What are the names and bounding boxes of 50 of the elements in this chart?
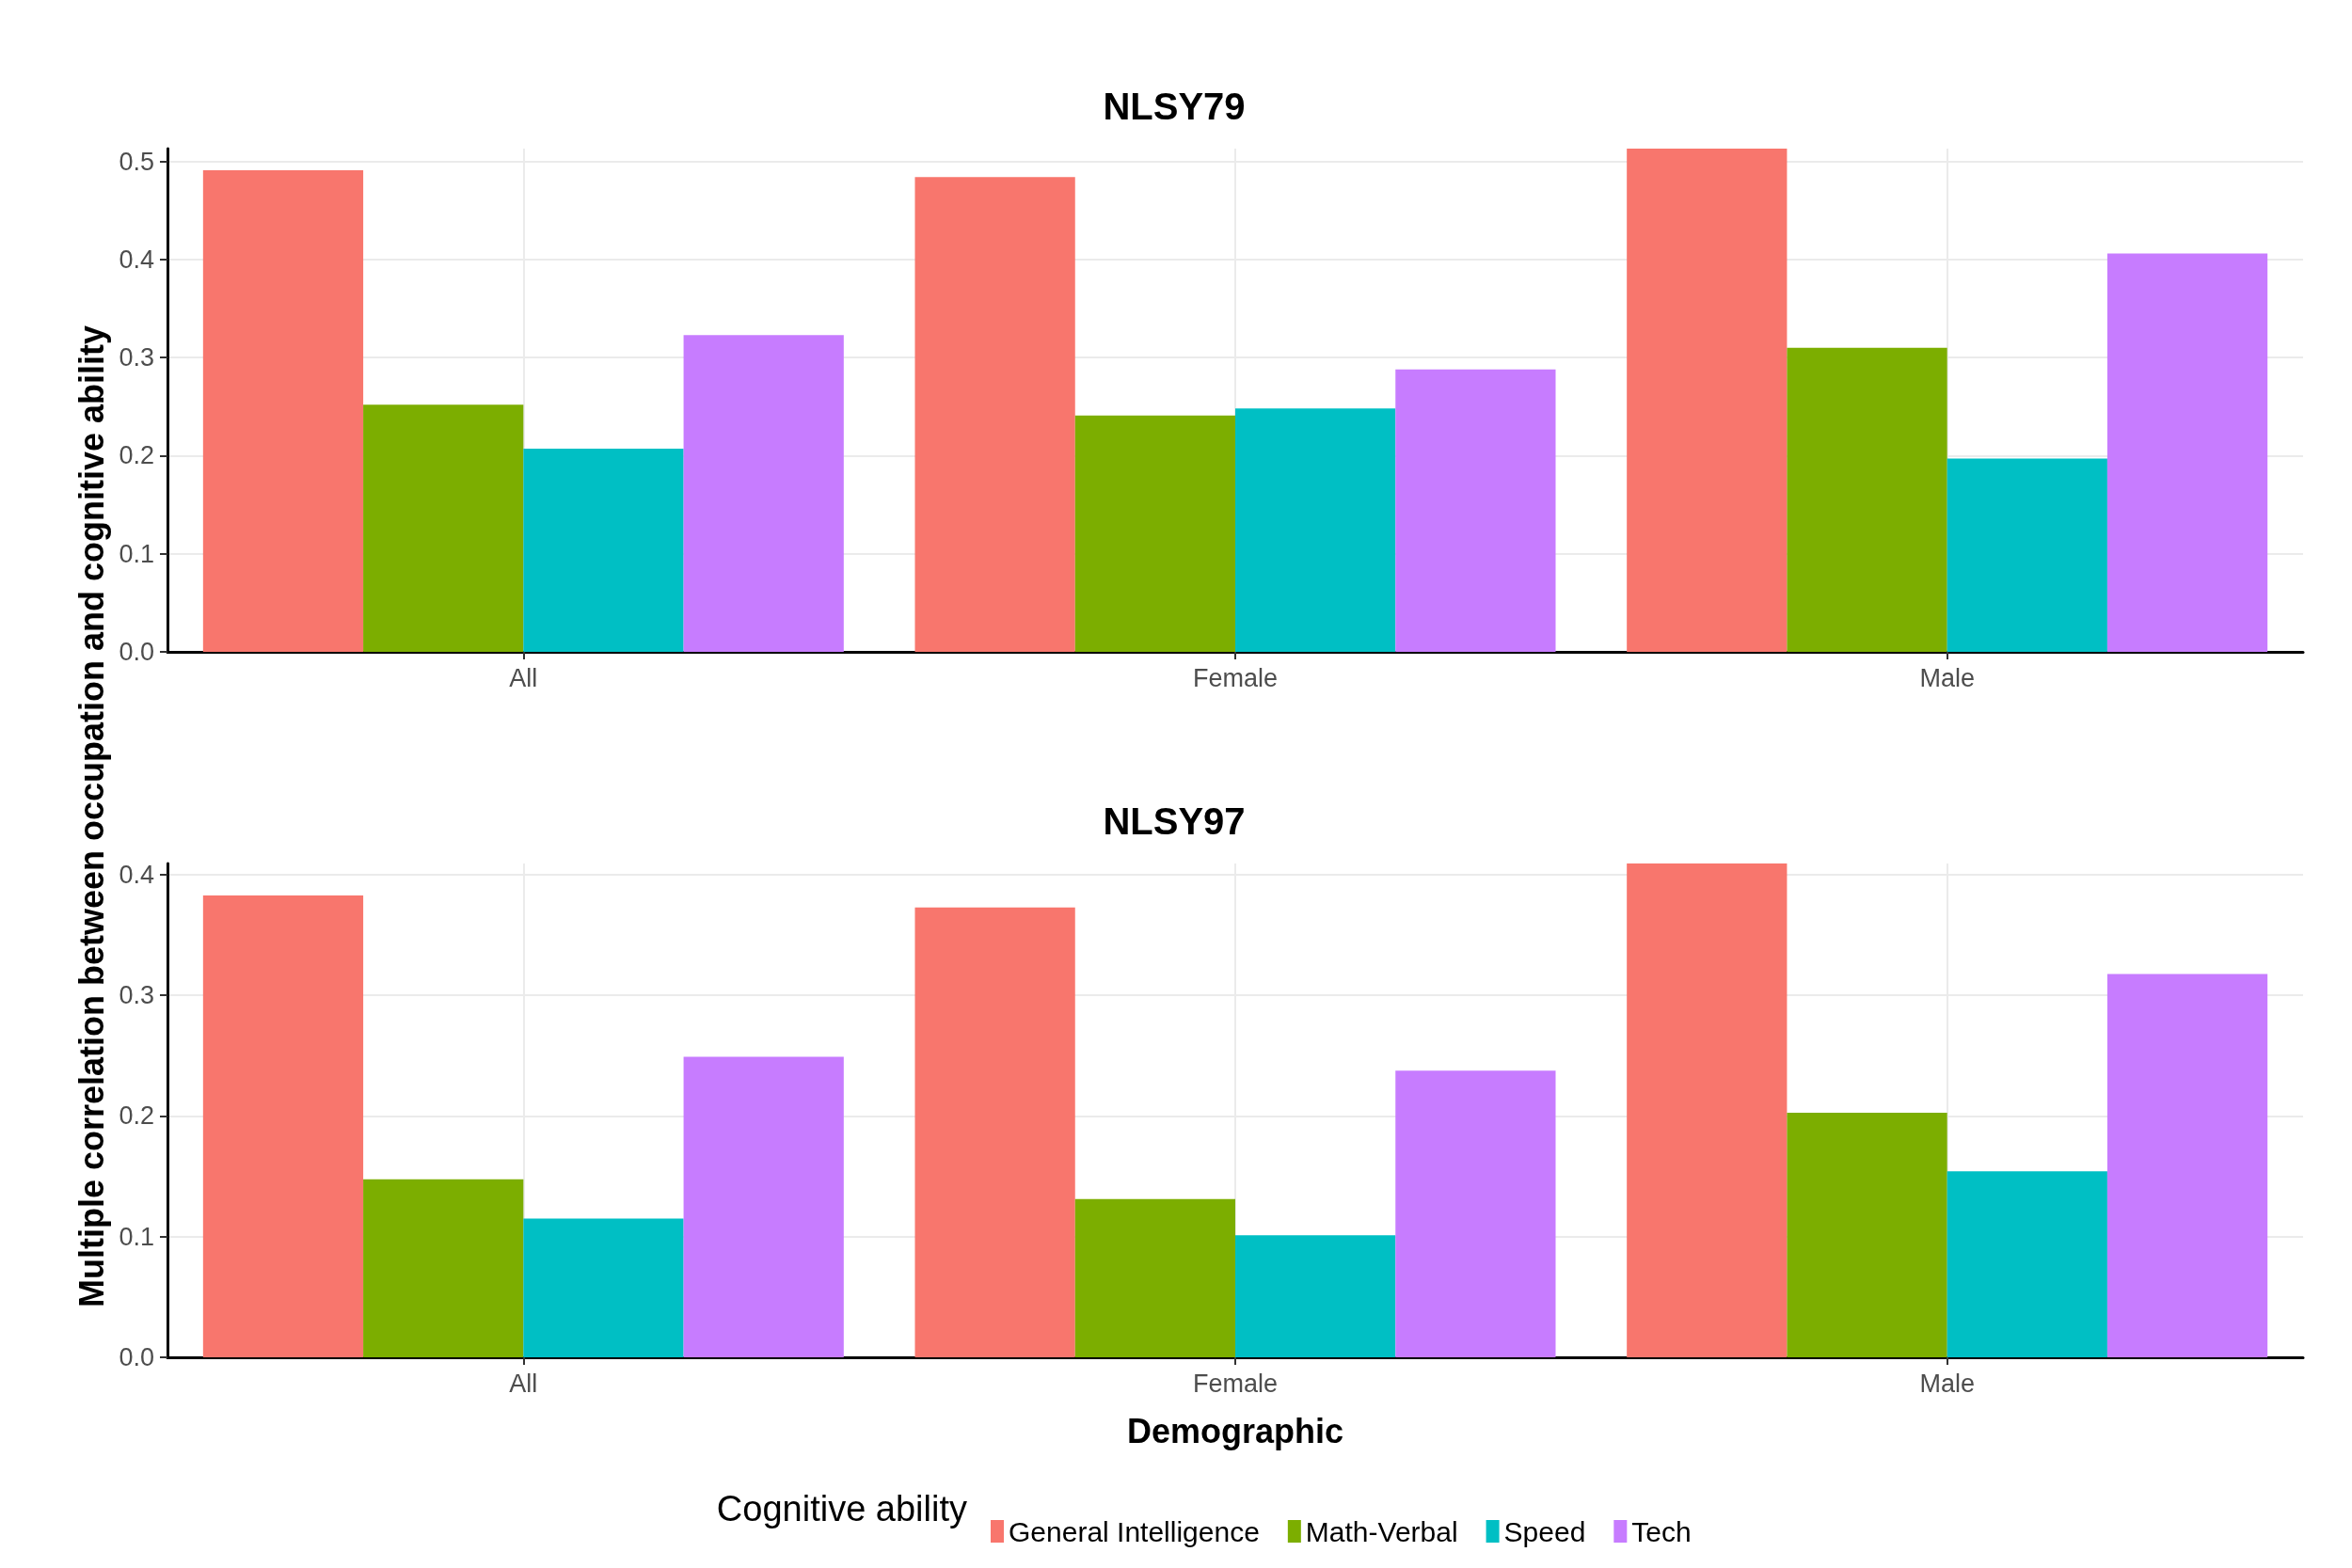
y-axis-title: Multiple correlation between occupation and cognitive ability [72,325,112,1308]
y-tick-label: 0.2 [119,441,154,470]
bar [2106,253,2268,652]
y-tick-label: 0.0 [119,638,154,666]
y-tick-label: 0.1 [119,539,154,568]
x-tick-label: All [509,663,538,692]
bar [1395,1070,1556,1357]
y-tick-label: 0.3 [119,980,154,1009]
bar [1235,1235,1396,1357]
bar [1627,863,1788,1357]
bar [1787,347,1947,652]
bar [683,335,844,652]
y-tick-label: 0.1 [119,1222,154,1251]
x-axis-title: Demographic [1126,1411,1344,1450]
bar [914,907,1075,1357]
bar [523,1218,684,1357]
legend-label: General Intelligence [1009,1515,1260,1547]
chart-title: NLSY79 [1103,86,1246,127]
x-tick-label: Female [1192,1369,1279,1398]
y-tick-label: 0.2 [119,1101,154,1131]
x-tick-label: Male [1919,663,1975,692]
y-tick-label: 0.5 [119,147,154,176]
bar [1395,369,1556,652]
bar [363,1179,524,1357]
bar [1074,1198,1235,1357]
x-tick-label: All [509,1369,538,1398]
legend-label: Speed [1503,1515,1586,1547]
x-tick-label: Male [1919,1369,1975,1398]
bar [1787,1113,1947,1357]
bar [363,404,524,652]
bar [2106,974,2268,1357]
y-tick-label: 0.0 [119,1343,154,1371]
chart-title: NLSY97 [1103,800,1246,842]
bar [914,177,1075,652]
y-tick-label: 0.4 [119,245,154,274]
bar [202,169,364,652]
x-tick-label: Female [1192,663,1279,692]
bar [1947,458,2107,652]
bar [683,1056,844,1357]
y-tick-label: 0.3 [119,343,154,372]
legend-label: Tech [1631,1515,1692,1547]
bar [1074,415,1235,652]
bar [1235,408,1396,652]
bar [1627,149,1788,652]
bar [202,895,364,1357]
bar [1947,1171,2107,1357]
bar [523,449,684,652]
legend-title: Cognitive ability [716,1489,967,1528]
legend-label: Math-Verbal [1305,1515,1458,1547]
y-tick-label: 0.4 [119,860,154,889]
